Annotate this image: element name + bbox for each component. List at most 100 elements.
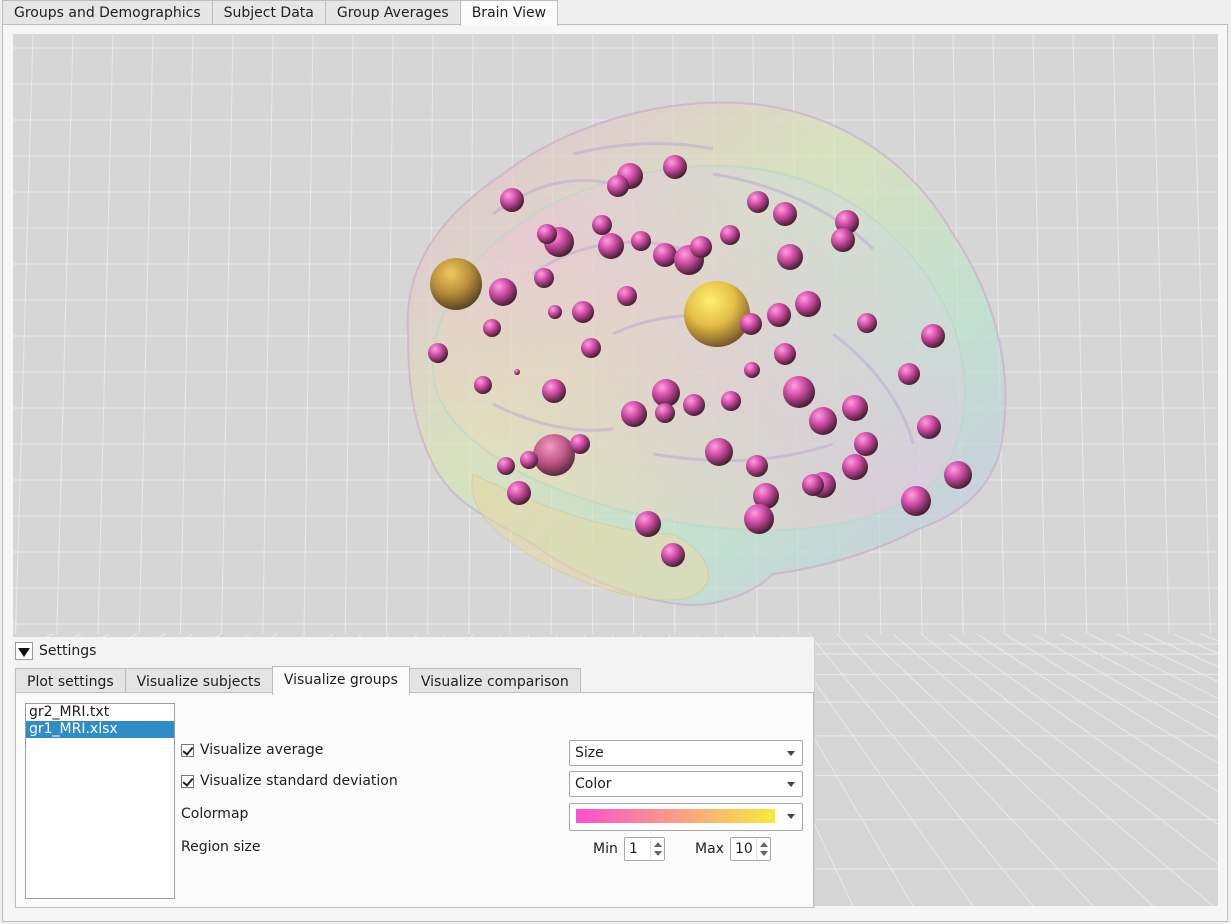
region-sphere (663, 155, 687, 179)
region-sphere (857, 313, 877, 333)
region-sphere (520, 451, 538, 469)
region-sphere (617, 286, 637, 306)
tab-visualize-subjects[interactable]: Visualize subjects (124, 668, 273, 694)
region-sphere (740, 313, 762, 335)
tab-brain-view[interactable]: Brain View (459, 0, 559, 26)
grid-line (1032, 633, 1218, 740)
grid-line (344, 34, 354, 635)
grid-line (864, 633, 1154, 906)
region-sphere (783, 376, 815, 408)
region-sphere (598, 233, 624, 259)
visualize-groups-pane: gr2_MRI.txt gr1_MRI.xlsx Visualize avera… (15, 692, 814, 908)
grid-line (836, 633, 1094, 906)
region-sphere (497, 457, 515, 475)
region-sphere (746, 455, 768, 477)
average-mode-select[interactable]: Size (569, 740, 803, 766)
list-item[interactable]: gr2_MRI.txt (29, 704, 110, 720)
tab-visualize-comparison[interactable]: Visualize comparison (408, 668, 581, 694)
grid-line (179, 34, 194, 635)
region-sphere (809, 407, 837, 435)
region-sphere (621, 401, 647, 427)
tab-plot-settings[interactable]: Plot settings (15, 668, 126, 694)
colormap-row: Colormap (181, 806, 248, 822)
grid-line (1088, 633, 1218, 700)
grid-line (1060, 633, 1218, 718)
region-sphere (774, 343, 796, 365)
region-sphere (607, 175, 629, 197)
visualize-std-label: Visualize standard deviation (200, 773, 398, 789)
grid-line (1004, 633, 1218, 764)
colormap-preview (576, 809, 775, 823)
chevron-down-icon (787, 751, 795, 756)
main-tabbar: Groups and Demographics Subject Data Gro… (2, 0, 559, 26)
spin-up-icon[interactable] (654, 842, 662, 847)
grid-line (303, 34, 314, 635)
region-sphere (483, 319, 501, 337)
spin-up-icon[interactable] (760, 842, 768, 847)
region-sphere (542, 379, 566, 403)
region-sphere (534, 268, 554, 288)
grid-line (138, 34, 154, 635)
region-sphere (489, 278, 517, 306)
std-mode-select[interactable]: Color (569, 771, 803, 797)
brain-regions (428, 155, 972, 567)
region-sphere (720, 225, 740, 245)
brain-render[interactable] (13, 34, 1218, 906)
region-sphere (777, 244, 803, 270)
region-sphere (500, 188, 524, 212)
visualize-std-checkbox[interactable] (181, 774, 194, 788)
grid-line (1112, 34, 1129, 635)
grid-line (1072, 34, 1088, 635)
region-sphere (514, 369, 520, 375)
visualize-average-checkbox[interactable] (181, 743, 194, 757)
settings-tabbar: Plot settings Visualize subjects Visuali… (15, 666, 581, 695)
region-sphere (744, 362, 760, 378)
grid-line (97, 34, 114, 635)
region-sphere (744, 504, 774, 534)
region-sphere (690, 236, 712, 258)
collapse-arrow-icon[interactable] (15, 642, 33, 660)
region-sphere (592, 215, 612, 235)
grid-line (385, 34, 394, 635)
spin-down-icon[interactable] (654, 851, 662, 856)
list-item[interactable]: gr1_MRI.xlsx (26, 721, 174, 738)
region-sphere (653, 243, 677, 267)
grid-line (262, 34, 274, 635)
region-sphere (802, 474, 824, 496)
colormap-label: Colormap (181, 806, 249, 822)
settings-header[interactable]: Settings (15, 640, 96, 662)
region-sphere (854, 432, 878, 456)
min-size-spinbox[interactable]: 1 (624, 837, 665, 861)
region-sphere (548, 305, 562, 319)
spin-down-icon[interactable] (760, 851, 768, 856)
grid-line (1032, 34, 1047, 635)
region-sphere (705, 438, 733, 466)
region-sphere (684, 281, 750, 347)
tab-groups-demographics[interactable]: Groups and Demographics (2, 0, 213, 24)
region-sphere (842, 454, 868, 480)
region-sphere (842, 395, 868, 421)
colormap-select[interactable] (569, 803, 803, 831)
region-sphere (507, 481, 531, 505)
region-sphere (753, 483, 779, 509)
tab-group-averages[interactable]: Group Averages (324, 0, 461, 24)
region-sphere (721, 391, 741, 411)
region-sphere (537, 224, 557, 244)
region-sphere (661, 543, 685, 567)
max-size-spinbox[interactable]: 10 (730, 837, 771, 861)
region-sphere (631, 231, 651, 251)
visualize-std-row: Visualize standard deviation (181, 773, 398, 789)
grid-line (1192, 34, 1211, 635)
tab-subject-data[interactable]: Subject Data (211, 0, 326, 24)
tab-visualize-groups[interactable]: Visualize groups (271, 666, 410, 695)
settings-panel: Settings Plot settings Visualize subject… (13, 637, 815, 908)
region-sphere (474, 376, 492, 394)
region-size-label: Region size (181, 839, 261, 855)
region-sphere (683, 394, 705, 416)
region-sphere (831, 228, 855, 252)
grid-line (1116, 633, 1218, 683)
brain-mesh (406, 101, 1007, 606)
group-file-list[interactable]: gr2_MRI.txt gr1_MRI.xlsx (25, 703, 175, 899)
min-size-value: 1 (629, 841, 638, 857)
visualize-average-row: Visualize average (181, 742, 323, 758)
